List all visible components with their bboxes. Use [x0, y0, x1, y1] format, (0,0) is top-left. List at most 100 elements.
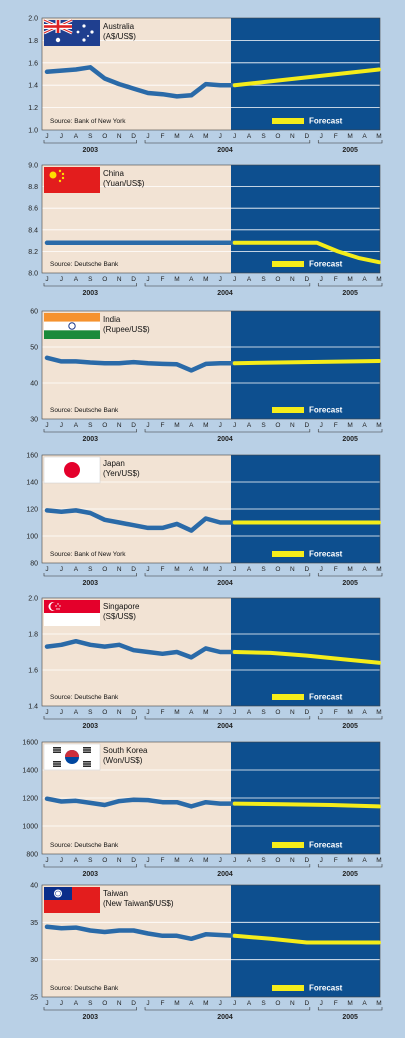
month-tick-label: S: [261, 857, 266, 864]
month-tick-label: N: [290, 422, 295, 429]
legend-label: Forecast: [309, 260, 343, 269]
month-tick-label: D: [131, 857, 136, 864]
year-label: 2004: [217, 436, 233, 443]
year-label: 2004: [217, 580, 233, 587]
y-tick-label: 8.4: [28, 227, 38, 234]
month-tick-label: A: [74, 1000, 79, 1007]
year-bracket: [317, 716, 383, 720]
month-tick-label: N: [290, 133, 295, 140]
y-tick-label: 100: [26, 534, 38, 541]
month-tick-label: A: [362, 133, 367, 140]
month-tick-label: A: [74, 422, 79, 429]
month-tick-label: A: [362, 276, 367, 283]
india-chart: 60 50 40 30 India(Rupee/US$) Source: Deutsche…: [30, 309, 383, 443]
forecast-series-line: [232, 359, 381, 366]
y-tick-label: 1.6: [28, 60, 38, 67]
year-label: 2004: [217, 1014, 233, 1021]
month-tick-label: D: [304, 133, 309, 140]
month-tick-label: D: [131, 276, 136, 283]
y-tick-label: 1.4: [28, 704, 38, 711]
y-tick-label: 50: [30, 345, 38, 352]
y-tick-label: 2.0: [28, 16, 38, 23]
month-tick-label: J: [60, 566, 63, 573]
month-tick-label: D: [304, 857, 309, 864]
month-tick-label: F: [160, 1000, 164, 1007]
month-tick-label: M: [203, 1000, 208, 1007]
month-tick-label: J: [320, 133, 323, 140]
year-bracket: [317, 1007, 383, 1011]
year-bracket: [144, 140, 311, 144]
month-tick-label: A: [247, 422, 252, 429]
month-tick-label: M: [203, 422, 208, 429]
country-name: India: [103, 315, 121, 324]
month-tick-label: S: [261, 276, 266, 283]
year-label: 2003: [83, 1014, 99, 1021]
month-tick-label: J: [219, 709, 222, 716]
month-tick-label: A: [247, 857, 252, 864]
legend-swatch: [272, 551, 304, 557]
plot-frame: [41, 17, 381, 131]
month-tick-label: F: [334, 566, 338, 573]
month-tick-label: M: [203, 276, 208, 283]
month-tick-label: J: [219, 1000, 222, 1007]
country-name: South Korea: [103, 746, 148, 755]
australia-chart: 2.0 1.8 1.6 1.4 1.2 1.0 Australia(A$/US$) Sourc…: [28, 16, 383, 154]
month-tick-label: J: [233, 133, 236, 140]
month-tick-label: J: [60, 276, 63, 283]
y-tick-label: 1.2: [28, 105, 38, 112]
country-name: China: [103, 169, 124, 178]
month-tick-label: A: [247, 709, 252, 716]
month-tick-label: J: [233, 1000, 236, 1007]
month-tick-label: S: [88, 709, 93, 716]
year-bracket: [317, 429, 383, 433]
month-tick-label: M: [376, 709, 381, 716]
month-tick-label: M: [376, 276, 381, 283]
y-tick-label: 1200: [22, 796, 38, 803]
month-tick-label: M: [347, 133, 352, 140]
year-label: 2005: [342, 147, 358, 154]
legend-label: Forecast: [309, 841, 343, 850]
year-label: 2003: [83, 436, 99, 443]
legend-label: Forecast: [309, 406, 343, 415]
month-tick-label: O: [275, 276, 280, 283]
month-tick-label: D: [304, 276, 309, 283]
month-tick-label: A: [247, 276, 252, 283]
year-bracket: [317, 283, 383, 287]
month-tick-label: J: [146, 709, 149, 716]
month-tick-label: J: [60, 422, 63, 429]
month-tick-label: S: [88, 857, 93, 864]
year-bracket: [317, 864, 383, 868]
china-flag: [44, 167, 100, 193]
y-tick-label: 40: [30, 883, 38, 890]
month-tick-label: A: [362, 1000, 367, 1007]
month-tick-label: A: [247, 133, 252, 140]
month-tick-label: J: [45, 857, 48, 864]
legend-swatch: [272, 985, 304, 991]
month-tick-label: A: [362, 857, 367, 864]
month-tick-label: A: [189, 709, 194, 716]
year-bracket: [43, 1007, 137, 1011]
history-series-line: [44, 355, 237, 373]
month-tick-label: J: [219, 133, 222, 140]
forecast-panel: [231, 311, 380, 419]
month-tick-label: J: [233, 422, 236, 429]
singapore-flag: [44, 600, 100, 626]
india-flag: [44, 313, 100, 339]
month-tick-label: O: [102, 1000, 107, 1007]
y-tick-label: 1400: [22, 768, 38, 775]
month-tick-label: F: [160, 566, 164, 573]
plot-frame: [41, 597, 381, 707]
year-bracket: [43, 283, 137, 287]
month-tick-label: F: [160, 709, 164, 716]
y-tick-label: 8.2: [28, 249, 38, 256]
month-tick-label: J: [233, 566, 236, 573]
south-korea-chart: 1600 1400 1200 1000 800 South Korea(Won/US$) S…: [22, 740, 383, 878]
country-name: Singapore: [103, 602, 140, 611]
month-tick-label: M: [174, 276, 179, 283]
year-bracket: [144, 716, 311, 720]
country-name: Taiwan: [103, 889, 128, 898]
month-tick-label: F: [334, 276, 338, 283]
month-tick-label: M: [347, 709, 352, 716]
month-tick-label: J: [219, 422, 222, 429]
year-label: 2003: [83, 147, 99, 154]
